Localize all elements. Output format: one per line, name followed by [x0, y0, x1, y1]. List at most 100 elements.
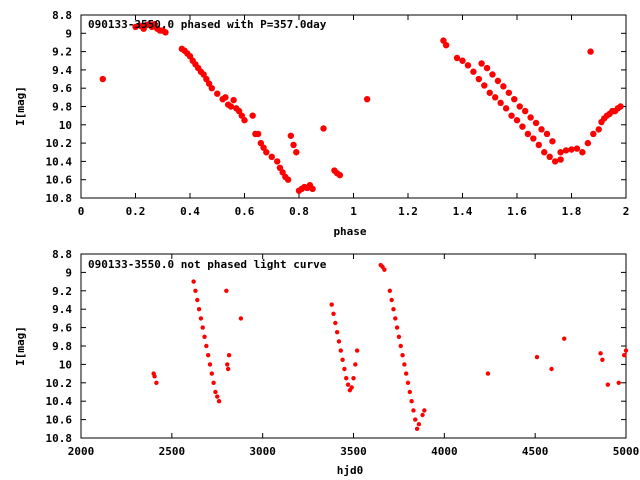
y-tick-label: 10.4: [46, 155, 73, 168]
data-point: [227, 103, 235, 110]
data-point: [494, 77, 502, 85]
data-point: [405, 380, 411, 385]
data-point: [590, 130, 597, 138]
data-point: [538, 126, 545, 133]
data-point: [193, 288, 198, 293]
data-point: [598, 351, 603, 356]
data-point: [329, 302, 334, 307]
x-tick-label: 2500: [159, 445, 186, 458]
data-point: [226, 353, 232, 358]
data-point: [198, 316, 204, 321]
data-point: [605, 382, 611, 387]
tick-marks: [80, 253, 627, 439]
data-point: [573, 145, 581, 152]
data-point: [414, 426, 420, 431]
y-tick-label: 9.6: [52, 82, 72, 95]
y-tick-label: 8.8: [52, 9, 72, 22]
data-point: [340, 357, 345, 362]
data-point: [336, 339, 342, 344]
data-point: [483, 64, 491, 72]
y-tick-label: 9.2: [52, 285, 72, 298]
data-point: [338, 348, 343, 353]
data-point: [238, 316, 244, 321]
data-point: [524, 130, 532, 138]
data-point: [527, 114, 534, 121]
data-point: [214, 90, 221, 97]
data-point: [222, 94, 229, 101]
data-point: [393, 316, 398, 321]
data-point: [508, 112, 515, 119]
x-tick-label: 4500: [522, 445, 549, 458]
y-tick-label: 10.4: [46, 395, 73, 408]
data-point: [349, 385, 354, 390]
x-tick-label: 2: [623, 205, 630, 218]
x-tick-label: 1.6: [507, 205, 527, 218]
data-point: [420, 412, 425, 418]
x-tick-label: 1: [350, 205, 357, 218]
data-point: [600, 357, 605, 362]
data-point: [336, 171, 344, 179]
x-tick-label: 0: [78, 205, 85, 218]
data-point: [557, 149, 564, 156]
data-points: [151, 262, 629, 431]
data-point: [398, 343, 403, 349]
data-point: [382, 267, 387, 272]
data-point: [442, 41, 450, 49]
data-point: [521, 107, 529, 115]
data-point: [363, 95, 371, 103]
data-point: [534, 354, 540, 360]
data-point: [263, 149, 270, 156]
data-point: [99, 75, 107, 83]
tick-labels: 2000 2500 3000 3500 4000 4500 5000 8.8 9 9.2 9.4 9.…: [46, 248, 640, 458]
y-tick-label: 9.4: [52, 64, 72, 77]
data-point: [459, 57, 466, 64]
data-point: [409, 399, 414, 404]
data-point: [411, 408, 416, 413]
data-point: [530, 135, 537, 142]
y-tick-label: 10.6: [46, 414, 73, 427]
data-point: [541, 149, 548, 156]
data-point: [470, 68, 477, 75]
y-axis-label: I[mag]: [14, 86, 27, 126]
data-point: [549, 138, 556, 145]
data-point: [621, 353, 627, 358]
unphased-light-curve-panel: 2000 2500 3000 3500 4000 4500 5000 8.8 9 9.2 9.4 9.…: [14, 248, 639, 477]
data-point: [492, 94, 499, 101]
data-point: [320, 125, 327, 132]
data-point: [249, 112, 256, 119]
data-point: [546, 153, 553, 161]
data-point: [132, 23, 139, 31]
data-point: [500, 83, 507, 90]
data-point: [290, 141, 297, 149]
data-point: [152, 374, 157, 379]
data-point: [204, 343, 209, 349]
data-point: [162, 29, 169, 36]
chart-title: 090133-3550.0 phased with P=357.0day: [88, 18, 327, 31]
data-point: [200, 325, 205, 330]
x-tick-label: 0.8: [289, 205, 309, 218]
data-point: [345, 382, 351, 387]
data-point: [353, 362, 358, 367]
x-tick-label: 5000: [613, 445, 640, 458]
data-point: [309, 185, 316, 193]
data-point: [486, 89, 493, 96]
data-point: [568, 146, 575, 153]
data-point: [293, 149, 300, 156]
data-point: [557, 156, 564, 163]
x-axis-label: hjd0: [337, 464, 364, 477]
data-point: [225, 362, 230, 367]
data-point: [407, 389, 413, 395]
data-point: [587, 48, 594, 55]
data-point: [481, 82, 488, 89]
data-point: [284, 176, 292, 183]
data-point: [422, 408, 427, 413]
data-point: [623, 348, 629, 353]
x-tick-label: 1.4: [453, 205, 473, 218]
data-point: [489, 71, 496, 78]
data-point: [213, 389, 218, 395]
y-tick-label: 9: [65, 266, 72, 279]
data-point: [389, 297, 394, 303]
y-tick-label: 9.6: [52, 322, 72, 335]
x-tick-label: 3500: [340, 445, 367, 458]
